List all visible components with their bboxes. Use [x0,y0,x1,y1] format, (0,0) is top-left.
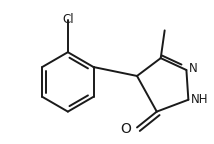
Text: O: O [120,122,131,137]
Text: N: N [189,61,198,75]
Text: Cl: Cl [62,13,74,26]
Text: NH: NH [191,93,209,106]
